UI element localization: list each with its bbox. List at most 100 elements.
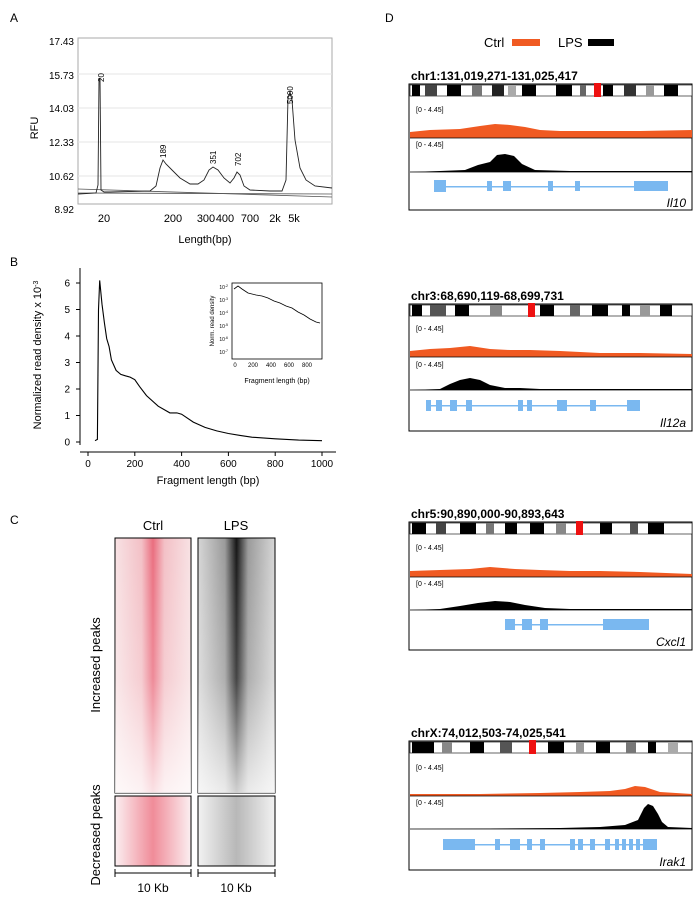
d-gene-model-2: [426, 400, 640, 411]
d-signal-ctrl-1: [410, 124, 692, 138]
d-signal-lps-3: [410, 601, 692, 610]
d-locus-3: chr5:90,890,000-90,893,643: [411, 507, 565, 521]
b-xtick-label: 800: [267, 459, 284, 470]
panel-c-heatmaps: Ctrl LPS Increased peaks Decreased peaks…: [88, 518, 276, 895]
a-ylabel: RFU: [29, 117, 41, 140]
a-peak-label-3: 702: [234, 152, 243, 166]
b-inset-ytick-3: 10-5: [219, 323, 228, 330]
b-xtick-label: 400: [173, 459, 190, 470]
a-trace: [77, 77, 333, 195]
d-range-lps-4: [0 - 4.45]: [416, 800, 444, 807]
d-range-lps-3: [0 - 4.45]: [416, 581, 444, 588]
d-track-frame-1: [408, 83, 693, 211]
a-ytick-2: 14.03: [49, 104, 74, 115]
a-plot-frame: [77, 37, 333, 205]
a-ytick-0: 17.43: [49, 37, 74, 48]
c-heatmap-ctrl-fade: [115, 538, 191, 793]
c-scale-lps: 10 Kb: [220, 881, 252, 895]
panel-a-electropherogram: 17.43 15.73 14.03 12.33 10.62 8.92 RFU 2…: [29, 37, 333, 246]
d-signal-lps-2: [410, 378, 692, 390]
b-ytick-label: 2: [64, 385, 70, 396]
d-gene-model-1: [434, 180, 668, 192]
d-range-lps-2: [0 - 4.45]: [416, 362, 444, 369]
b-ytick-label: 6: [64, 279, 70, 290]
d-track-frame-2: [408, 303, 693, 432]
a-xtick-6: 5k: [288, 213, 300, 225]
a-ytick-1: 15.73: [49, 71, 74, 82]
b-inset-ytick-2: 10-4: [219, 310, 228, 317]
d-signal-ctrl-2: [410, 346, 692, 357]
d-signal-ctrl-4: [410, 786, 692, 796]
d-gene-name-3: Cxcl1: [656, 635, 686, 649]
b-ytick-label: 4: [64, 332, 70, 343]
d-gene-name-2: Il12a: [660, 416, 686, 430]
b-ytick-label: 1: [64, 411, 70, 422]
c-scale-ctrl: 10 Kb: [137, 881, 169, 895]
b-ticks: 0 1 2 3 4 5 6 0 200 400 600 800 1000: [64, 279, 333, 471]
a-peak-label-1: 189: [159, 144, 168, 158]
a-xtick-4: 700: [241, 213, 259, 225]
b-xtick-label: 0: [85, 459, 91, 470]
a-peak-label-0: 20: [97, 73, 106, 82]
c-heatmap-lps-decreased: [197, 795, 276, 867]
a-xtick-2: 300: [197, 213, 215, 225]
b-xlabel: Fragment length (bp): [157, 475, 260, 487]
c-heatmap-ctrl-decreased: [114, 795, 192, 867]
legend-ctrl-label: Ctrl: [484, 35, 504, 50]
d-range-ctrl-1: [0 - 4.45]: [416, 107, 444, 114]
b-inset-xtick-2: 400: [266, 363, 277, 369]
d-gene-name-4: Irak1: [659, 855, 686, 869]
d-range-ctrl-3: [0 - 4.45]: [416, 545, 444, 552]
d-ideogram-3: [409, 521, 693, 535]
b-ytick-label: 3: [64, 358, 70, 369]
d-ideogram-marker-1: [594, 83, 601, 97]
d-track-irak1: chrX:74,012,503-74,025,541 [0 - 4.45] [0…: [408, 726, 693, 871]
legend-lps-label: LPS: [558, 35, 583, 50]
d-range-lps-1: [0 - 4.45]: [416, 142, 444, 149]
b-inset-xtick-1: 200: [248, 363, 259, 369]
d-locus-1: chr1:131,019,271-131,025,417: [411, 69, 578, 83]
d-gene-name-1: Il10: [667, 196, 687, 210]
d-ideogram-marker-4: [529, 740, 536, 754]
a-xlabel: Length(bp): [178, 234, 231, 246]
d-locus-4: chrX:74,012,503-74,025,541: [411, 726, 566, 740]
b-inset-ylabel: Norm. read density: [210, 296, 216, 347]
b-inset-frame: [231, 282, 323, 360]
panel-label-b: B: [10, 255, 18, 269]
d-track-frame-3: [408, 521, 693, 651]
a-peak-label-2: 351: [209, 150, 218, 164]
d-ideogram-2: [409, 303, 693, 317]
a-gridlines: [78, 73, 332, 177]
panel-label-c: C: [10, 513, 19, 527]
a-baseline-1: [77, 192, 333, 195]
d-track-cxcl1: chr5:90,890,000-90,893,643 [0 - 4.45] [0…: [408, 507, 693, 651]
a-xtick-0: 20: [98, 213, 110, 225]
b-xtick-label: 200: [126, 459, 143, 470]
d-ideogram-marker-3: [576, 521, 583, 535]
c-col-ctrl: Ctrl: [143, 518, 163, 533]
a-xtick-5: 2k: [269, 213, 281, 225]
d-ideogram-1: [409, 83, 693, 97]
d-track-il12a: chr3:68,690,119-68,699,731 [0 - 4.45] [0…: [408, 289, 693, 432]
d-signal-ctrl-3: [410, 567, 692, 577]
d-range-ctrl-4: [0 - 4.45]: [416, 765, 444, 772]
b-xtick-label: 600: [220, 459, 237, 470]
d-signal-lps-4: [410, 804, 692, 829]
b-xtick-label: 1000: [311, 459, 334, 470]
d-locus-2: chr3:68,690,119-68,699,731: [411, 289, 564, 303]
d-gene-model-3: [505, 619, 649, 630]
b-inset-ytick-1: 10-3: [219, 297, 228, 304]
c-row-increased: Increased peaks: [88, 617, 103, 713]
b-inset-line: [233, 285, 321, 324]
d-ideogram-marker-2: [528, 303, 535, 317]
b-inset-ytick-4: 10-6: [219, 336, 228, 343]
b-inset-xtick-4: 800: [302, 363, 313, 369]
b-ylabel: Normalized read density x 10-3: [32, 281, 44, 430]
b-density-line: [94, 280, 323, 442]
b-inset-xtick-0: 0: [233, 363, 237, 369]
a-baseline-2: [77, 188, 333, 198]
legend-ctrl-swatch: [512, 39, 540, 46]
panel-label-d: D: [385, 11, 394, 25]
c-row-decreased: Decreased peaks: [88, 784, 103, 886]
b-inset-xtick-3: 600: [284, 363, 295, 369]
